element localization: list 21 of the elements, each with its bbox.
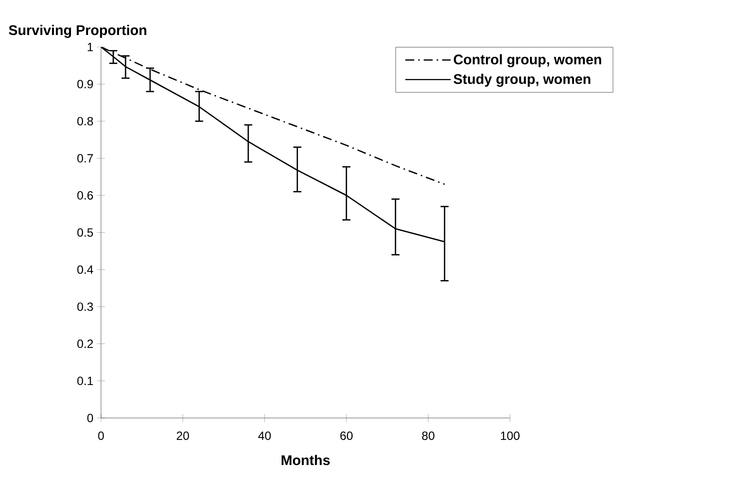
y-tick-label: 0.1	[77, 376, 93, 386]
y-tick-label: 0.8	[77, 116, 93, 126]
x-tick-label: 80	[422, 432, 434, 440]
legend-label: Control group, women	[454, 54, 602, 68]
y-axis-title: Surviving Proportion	[8, 24, 146, 38]
y-tick-label: 0.5	[77, 228, 93, 237]
x-axis-title: Months	[282, 454, 330, 466]
y-tick-label: 1	[88, 42, 93, 52]
y-tick-label: 0.6	[77, 191, 93, 200]
x-tick-label: 40	[258, 432, 271, 440]
y-tick-label: 0.7	[77, 154, 93, 163]
x-tick-label: 100	[500, 432, 520, 440]
y-tick-label: 0.2	[77, 340, 93, 348]
x-tick-label: 60	[340, 432, 353, 440]
y-tick-label: 0.3	[77, 302, 93, 311]
legend-label: Study group, women	[454, 74, 590, 87]
y-tick-label: 0	[87, 414, 94, 422]
y-tick-label: 0.4	[77, 265, 94, 274]
y-tick-label: 0.9	[77, 80, 93, 88]
x-tick-label: 20	[176, 432, 189, 440]
x-tick-label: 0	[98, 432, 104, 440]
